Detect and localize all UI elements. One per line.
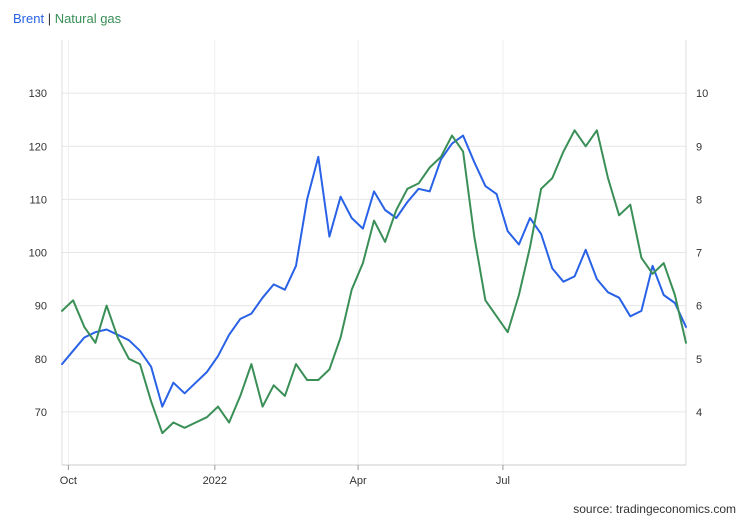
chart-grid xyxy=(61,40,687,466)
y-axis-right: 4 5 6 7 8 9 10 xyxy=(696,88,708,419)
y-right-tick-label: 7 xyxy=(696,248,702,260)
x-tick-label: Apr xyxy=(350,475,367,487)
x-tick-label: 2022 xyxy=(203,475,227,487)
legend-separator: | xyxy=(44,11,55,26)
y-right-tick-label: 5 xyxy=(696,354,702,366)
y-left-tick-label: 80 xyxy=(35,354,47,366)
line-chart: Oct 2022 Apr Jul 70 80 90 100 110 120 130 4 5 6 7 8 9 1… xyxy=(29,40,708,487)
y-right-tick-label: 9 xyxy=(696,141,702,153)
chart-legend: Brent | Natural gas xyxy=(13,11,121,26)
y-right-tick-label: 8 xyxy=(696,194,702,206)
series-line-natural-gas xyxy=(61,129,687,435)
y-left-tick-label: 130 xyxy=(29,88,47,100)
x-axis-ticks: Oct 2022 Apr Jul xyxy=(60,465,510,487)
y-left-tick-label: 70 xyxy=(35,407,47,419)
source-note: source: tradingeconomics.com xyxy=(573,502,736,516)
legend-brent[interactable]: Brent xyxy=(13,11,45,26)
y-left-tick-label: 110 xyxy=(29,194,47,206)
y-right-tick-label: 6 xyxy=(696,301,702,313)
y-left-tick-label: 120 xyxy=(29,141,47,153)
y-right-tick-label: 10 xyxy=(696,88,708,100)
y-left-tick-label: 90 xyxy=(35,301,47,313)
series-line-brent xyxy=(61,134,687,408)
series-lines xyxy=(61,129,687,435)
y-right-tick-label: 4 xyxy=(696,407,702,419)
legend-natural-gas[interactable]: Natural gas xyxy=(54,11,122,26)
y-axis-left: 70 80 90 100 110 120 130 xyxy=(29,88,47,419)
x-tick-label: Jul xyxy=(496,475,510,487)
x-tick-label: Oct xyxy=(60,475,77,487)
y-left-tick-label: 100 xyxy=(29,248,47,260)
